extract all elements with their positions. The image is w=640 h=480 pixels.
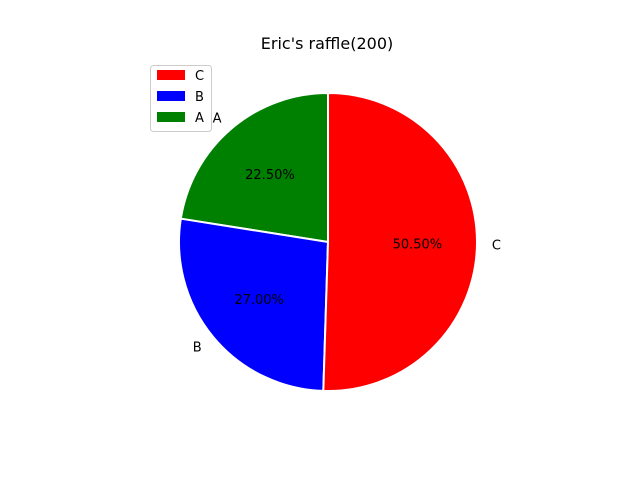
pie-slices: A 22.50% B 27.00% C 50.50% xyxy=(178,92,501,392)
slice-label-b: B xyxy=(193,340,202,355)
slice-label-a: A xyxy=(213,111,222,126)
legend-label-b: B xyxy=(195,90,204,105)
pie-slice-a xyxy=(179,92,329,243)
chart-title: Eric's raffle(200) xyxy=(261,34,393,53)
pct-label-c: 50.50% xyxy=(393,237,443,252)
slice-label-c: C xyxy=(492,239,501,254)
legend-swatch-a xyxy=(157,112,185,122)
pct-label-b: 27.00% xyxy=(234,293,284,308)
legend-swatch-c xyxy=(157,70,185,80)
legend-label-a: A xyxy=(195,111,204,126)
legend-label-c: C xyxy=(195,69,204,84)
legend: CBA xyxy=(150,65,212,132)
pct-label-a: 22.50% xyxy=(245,168,295,183)
pie-slice-b xyxy=(178,217,329,392)
pie-slice-c xyxy=(322,92,478,392)
legend-swatch-b xyxy=(157,91,185,101)
